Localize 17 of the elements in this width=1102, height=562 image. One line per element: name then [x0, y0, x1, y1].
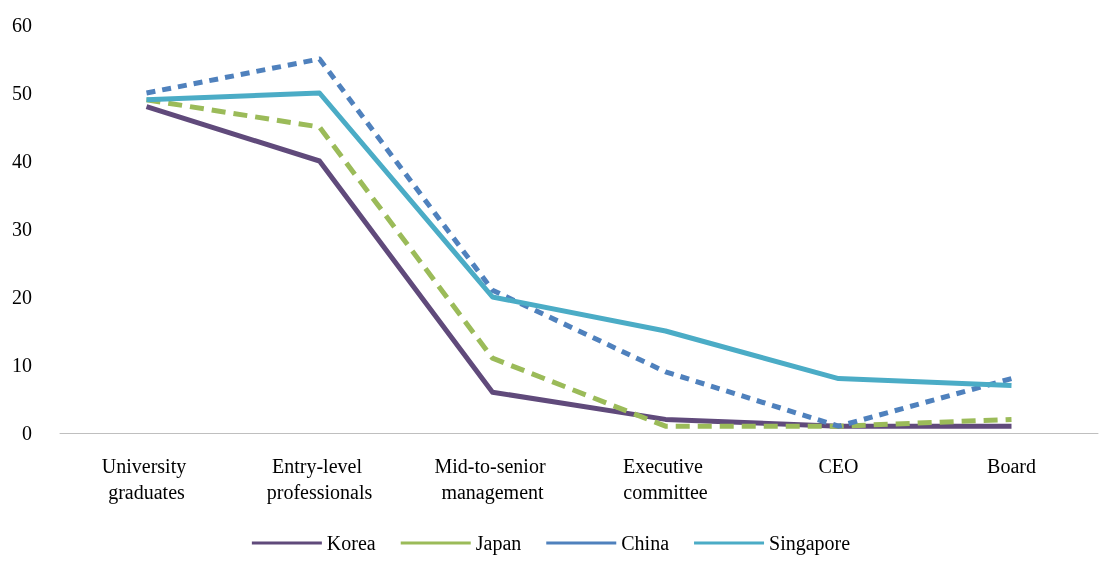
x-tick-label: Entry-level professionals	[266, 455, 373, 504]
y-tick-label: 50	[12, 82, 32, 104]
y-tick-label: 0	[22, 422, 32, 444]
legend-label: Korea	[326, 532, 376, 554]
x-tick-label: University graduates	[101, 455, 192, 504]
x-tick-label: Board	[987, 455, 1036, 477]
y-tick-label: 10	[12, 354, 32, 376]
x-tick-label: Mid-to-senior management	[434, 455, 551, 504]
y-tick-label: 40	[12, 150, 32, 172]
legend-label: Singapore	[769, 532, 851, 555]
x-tick-label: Executive committee	[623, 455, 708, 503]
legend-label: China	[621, 532, 670, 554]
x-tick-label: CEO	[818, 455, 859, 477]
legend-label: Japan	[475, 532, 522, 555]
y-tick-label: 30	[12, 218, 32, 240]
y-tick-label: 20	[12, 286, 32, 308]
y-tick-label: 60	[12, 14, 32, 36]
